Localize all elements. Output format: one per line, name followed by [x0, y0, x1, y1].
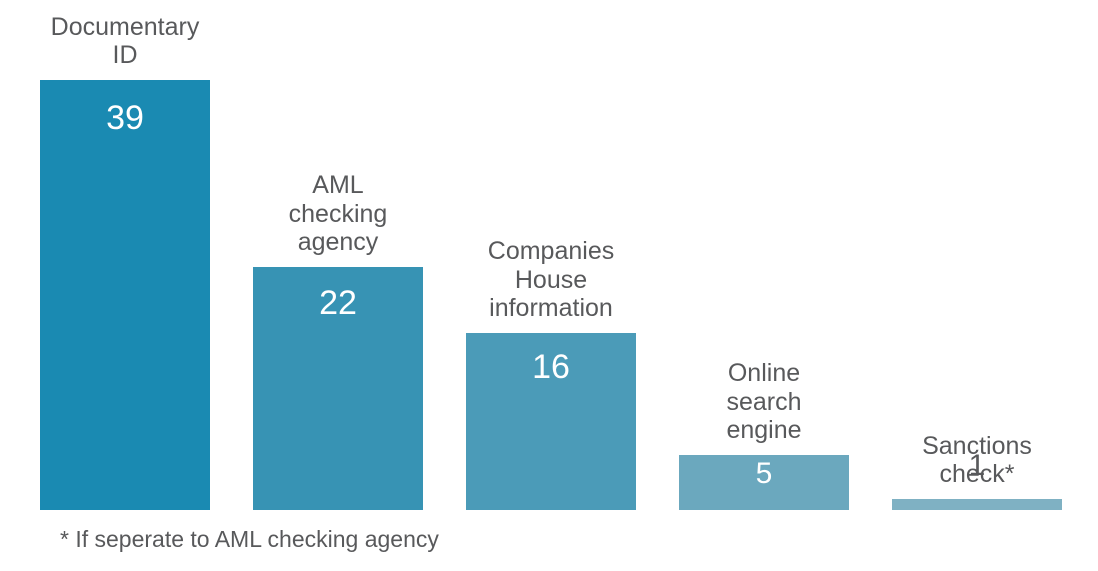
- bar-label: Documentary ID: [40, 13, 210, 71]
- bar-label: Sanctions check*: [892, 432, 1062, 490]
- bar-group: 1Sanctions check*: [892, 30, 1062, 510]
- bar-value: 22: [253, 284, 423, 323]
- bar-chart: 39Documentary ID22AML checking agency16C…: [0, 0, 1098, 571]
- bar-rect: [40, 80, 210, 510]
- bar-group: 5 Online search engine: [679, 30, 849, 510]
- bar-label: AML checking agency: [253, 171, 423, 257]
- bar-label: Online search engine: [679, 359, 849, 445]
- bar-group: 16 Companies House information: [466, 30, 636, 510]
- bars-area: 39Documentary ID 22 AML checking agency 16 C…: [0, 30, 1098, 510]
- chart-footnote: * If seperate to AML checking agency: [60, 526, 439, 553]
- bar-value: 5: [679, 457, 849, 491]
- bar-group: 39Documentary ID: [40, 30, 210, 510]
- bar-label: Companies House information: [466, 237, 636, 323]
- bar-group: 22 AML checking agency: [253, 30, 423, 510]
- bar-rect: [892, 499, 1062, 510]
- bar-value: 39: [40, 99, 210, 138]
- bar-value: 16: [466, 348, 636, 387]
